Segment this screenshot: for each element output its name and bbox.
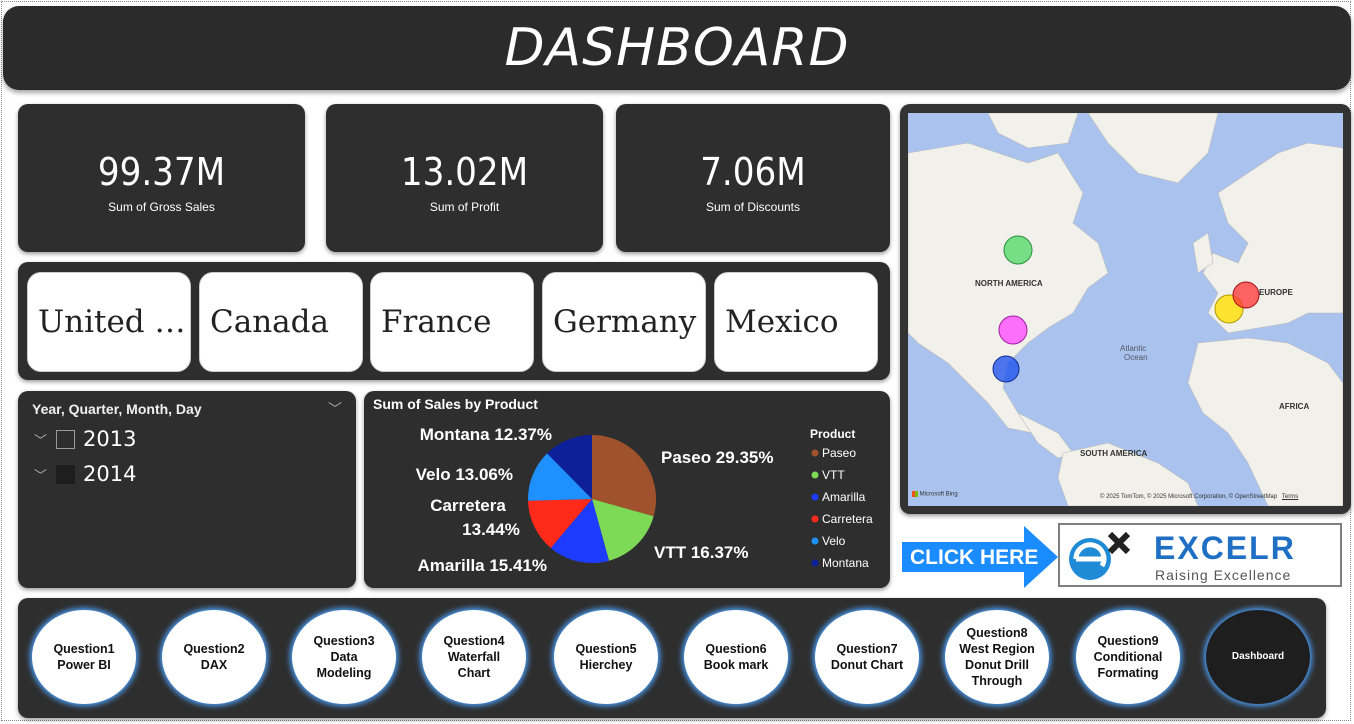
legend-item-vtt[interactable]: VTT — [822, 468, 845, 482]
bubble-canada — [1003, 235, 1033, 265]
pie-slice-vtt[interactable] — [592, 499, 654, 561]
map-visual: NORTH AMERICA EUROPE Atlantic Ocean AFRI… — [900, 104, 1351, 514]
logo-tagline: Raising Excellence — [1155, 567, 1292, 583]
year-item-2014[interactable]: ﹀ 2014 — [34, 462, 136, 486]
legend-title: Product — [810, 427, 855, 441]
legend-marker-carretera — [811, 515, 819, 523]
sales-by-product-chart: Sum of Sales by Product Paseo 29.35% VTT … — [364, 391, 890, 588]
kpi-label: Sum of Discounts — [705, 200, 801, 214]
nav-button-dashboard[interactable]: Dashboard — [1206, 610, 1310, 704]
chevron-down-icon[interactable]: ﹀ — [328, 402, 342, 418]
kpi-value: 13.02M — [400, 150, 529, 194]
country-button-france[interactable]: France — [370, 272, 534, 372]
nav-button-question1[interactable]: Question1 Power BI — [32, 610, 136, 704]
pie-data-label: Paseo 29.35% — [661, 448, 773, 467]
country-button-germany[interactable]: Germany — [542, 272, 706, 372]
kpi-label: Sum of Gross Sales — [108, 200, 215, 214]
legend-item-velo[interactable]: Velo — [822, 534, 846, 548]
pie-chart-svg: Paseo 29.35% VTT 16.37% Amarilla 15.41% Car… — [416, 425, 873, 575]
map-label-south-america: SOUTH AMERICA — [1080, 449, 1148, 458]
logo-name: EXCELR — [1154, 530, 1296, 566]
nav-button-question4[interactable]: Question4 Waterfall Chart — [422, 610, 526, 704]
click-here-label: CLICK HERE — [910, 546, 1039, 569]
excelr-logo[interactable]: EXCELR Raising Excellence — [1058, 523, 1342, 587]
year-label: 2013 — [83, 427, 137, 451]
map-label-north-america: NORTH AMERICA — [975, 279, 1043, 288]
nav-button-question8[interactable]: Question8 West Region Donut Drill Throug… — [945, 610, 1049, 704]
pie-data-label: Carretera — [430, 496, 506, 515]
expand-chevron-icon[interactable]: ﹀ — [34, 433, 48, 449]
kpi-card-discounts: 7.06M Sum of Discounts — [616, 104, 890, 252]
slicer-header: Year, Quarter, Month, Day — [32, 401, 202, 417]
pie-slice-paseo[interactable] — [592, 435, 656, 517]
pie-data-label: VTT 16.37% — [654, 543, 749, 562]
legend-marker-velo — [811, 537, 819, 545]
pie-slice-amarilla[interactable] — [550, 499, 610, 563]
excelr-emblem-icon — [1069, 531, 1131, 580]
arrow-right-icon — [902, 526, 1058, 588]
terms-link[interactable]: Terms — [1281, 494, 1299, 500]
chart-title: Sum of Sales by Product — [373, 396, 538, 412]
page-title: DASHBOARD — [504, 18, 850, 78]
map-credit: © 2025 TomTom, © 2025 Microsoft Corporat… — [1100, 494, 1299, 500]
dashboard-header: DASHBOARD — [3, 6, 1351, 90]
map-label-africa: AFRICA — [1279, 402, 1310, 411]
legend-marker-paseo — [811, 449, 819, 457]
kpi-value: 7.06M — [700, 150, 806, 194]
pie-data-label: Montana 12.37% — [420, 425, 552, 444]
legend-item-paseo[interactable]: Paseo — [822, 446, 856, 460]
country-slicer: United … Canada France Germany Mexico — [18, 262, 890, 380]
map-label-europe: EUROPE — [1259, 288, 1293, 297]
kpi-label: Sum of Profit — [429, 200, 500, 214]
nav-button-question9[interactable]: Question9 Conditional Formating — [1076, 610, 1180, 704]
nav-button-question5[interactable]: Question5 Hierchey — [554, 610, 658, 704]
bing-logo: Microsoft Bing — [912, 491, 958, 498]
pie-slice-carretera[interactable] — [528, 499, 592, 548]
country-button-united-states[interactable]: United … — [27, 272, 191, 372]
legend-item-montana[interactable]: Montana — [822, 556, 869, 570]
pie-data-label: Velo 13.06% — [416, 465, 513, 484]
question-nav-bar: Question1 Power BI Question2 DAX Questio… — [18, 598, 1326, 718]
year-item-2013[interactable]: ﹀ 2013 — [34, 427, 136, 451]
kpi-card-gross-sales: 99.37M Sum of Gross Sales — [18, 104, 305, 252]
pie-slice-montana[interactable] — [547, 435, 592, 499]
checkbox-checked[interactable] — [56, 464, 75, 484]
legend-marker-montana — [811, 559, 819, 567]
pie-slice-velo[interactable] — [528, 453, 592, 501]
checkbox[interactable] — [56, 429, 75, 449]
date-hierarchy-slicer: Year, Quarter, Month, Day ﹀ ﹀ 2013 ﹀ 201… — [18, 391, 356, 588]
bubble-germany — [1232, 281, 1260, 309]
map-label-atlantic: Atlantic — [1120, 344, 1147, 353]
click-here-button[interactable]: CLICK HERE — [900, 524, 1060, 590]
country-button-mexico[interactable]: Mexico — [714, 272, 878, 372]
legend-item-amarilla[interactable]: Amarilla — [822, 490, 866, 504]
expand-chevron-icon[interactable]: ﹀ — [34, 468, 48, 484]
legend-marker-vtt — [811, 471, 819, 479]
kpi-card-profit: 13.02M Sum of Profit — [326, 104, 603, 252]
pie-data-label: 13.44% — [462, 520, 520, 539]
bubble-mexico — [992, 355, 1020, 383]
nav-button-question6[interactable]: Question6 Book mark — [684, 610, 788, 704]
map-label-ocean: Ocean — [1124, 353, 1148, 362]
map-land-svg — [908, 113, 1343, 506]
map-canvas[interactable]: NORTH AMERICA EUROPE Atlantic Ocean AFRI… — [908, 113, 1343, 506]
country-button-canada[interactable]: Canada — [199, 272, 363, 372]
nav-button-question2[interactable]: Question2 DAX — [162, 610, 266, 704]
legend-marker-amarilla — [811, 493, 819, 501]
nav-button-question7[interactable]: Question7 Donut Chart — [815, 610, 919, 704]
pie-data-label: Amarilla 15.41% — [418, 556, 547, 575]
nav-button-question3[interactable]: Question3 Data Modeling — [292, 610, 396, 704]
year-label: 2014 — [83, 462, 137, 486]
bubble-united-states — [998, 315, 1028, 345]
legend-item-carretera[interactable]: Carretera — [822, 512, 873, 526]
kpi-value: 99.37M — [97, 150, 226, 194]
